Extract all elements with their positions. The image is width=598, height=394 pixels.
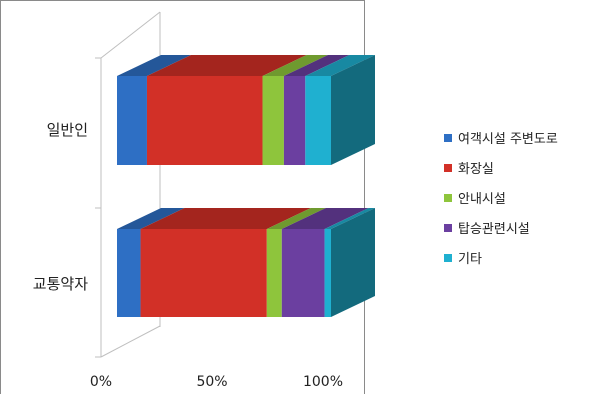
bar-0-series-0-front: [117, 76, 147, 165]
legend-swatch-4: [444, 254, 452, 262]
legend-label-3: 탑승관련시설: [458, 222, 530, 237]
category-label-0: 일반인: [47, 121, 88, 139]
bar-1-series-0-front: [117, 229, 141, 317]
legend-swatch-1: [444, 164, 452, 172]
legend-swatch-3: [444, 224, 452, 232]
bar-1-side: [331, 208, 375, 317]
bar-0-series-0-top: [117, 55, 191, 76]
bar-0-series-4-front: [305, 76, 331, 165]
bar-0-series-1-top: [146, 55, 307, 76]
bar-0-series-2-top: [262, 55, 328, 76]
bar-1-series-4-front: [324, 229, 331, 317]
legend-label-4: 기타: [458, 252, 482, 267]
bar-1-series-4-top: [324, 208, 375, 229]
x-tick-label-1: 50%: [196, 374, 227, 390]
floor-depth-line: [100, 325, 161, 358]
legend-swatch-2: [444, 194, 452, 202]
category-label-1: 교통약자: [33, 275, 88, 293]
bar-0-series-4-top: [305, 55, 375, 76]
x-tick-label-2: 100%: [303, 374, 343, 390]
bar-0-side: [331, 55, 375, 165]
bars-layer: [117, 55, 375, 317]
bar-1-series-0-top: [117, 208, 185, 229]
bar-0-series-3-top: [283, 55, 350, 76]
bar-0-series-3-front: [283, 76, 306, 165]
bar-1-series-3-top: [281, 208, 369, 229]
bar-0-series-1-front: [146, 76, 263, 165]
x-tick-label-0: 0%: [90, 374, 112, 390]
wall-depth-line: [100, 11, 161, 59]
bar-1-series-1-front: [140, 229, 267, 317]
bar-1-series-2-front: [266, 229, 282, 317]
legend-label-1: 화장실: [458, 162, 494, 177]
legend-label-0: 여객시설 주변도로: [458, 132, 558, 147]
bar-1-series-3-front: [281, 229, 325, 317]
legend-swatch-0: [444, 134, 452, 142]
legend-label-2: 안내시설: [458, 192, 506, 207]
bar-0-series-2-front: [262, 76, 284, 165]
bar-1-series-2-top: [266, 208, 326, 229]
bar-1-series-1-top: [140, 208, 311, 229]
